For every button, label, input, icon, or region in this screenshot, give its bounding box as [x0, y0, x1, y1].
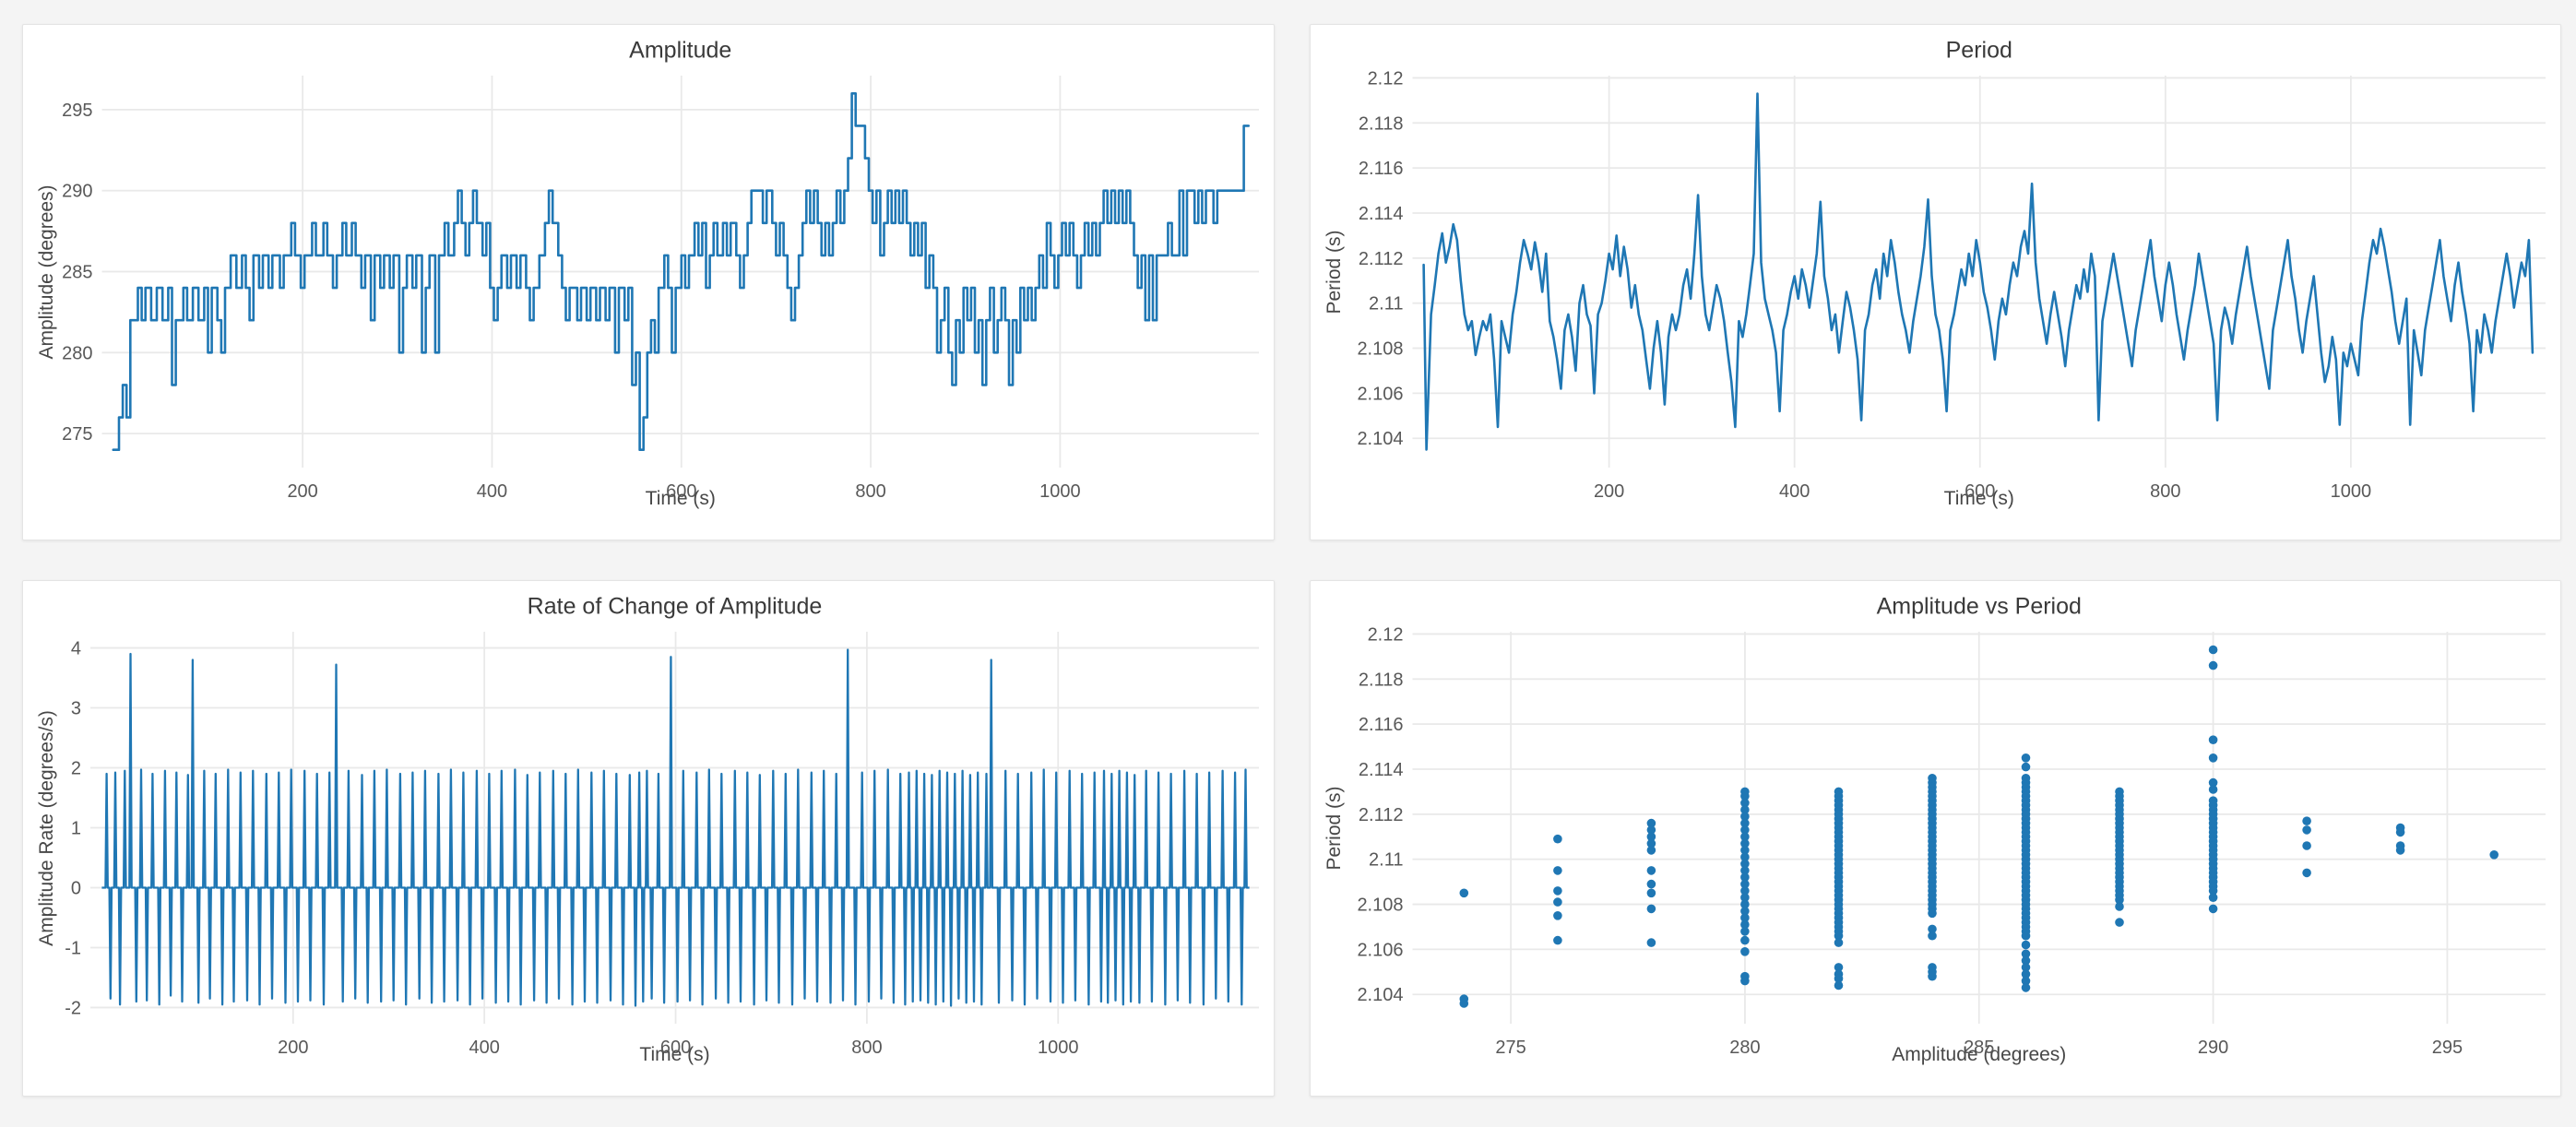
- svg-text:280: 280: [62, 343, 92, 363]
- amplitude-vs-period-xaxis-label: Amplitude (degrees): [1892, 1044, 2067, 1065]
- period-chart-title: Period: [1945, 37, 2012, 64]
- chart-card-period: Period Time (s) Period (s) 2.104 2.106 2.1…: [1310, 24, 2561, 540]
- svg-text:285: 285: [62, 263, 92, 283]
- svg-text:2.116: 2.116: [1359, 159, 1404, 179]
- amplitude-vs-period-chart-title: Amplitude vs Period: [1876, 593, 2082, 620]
- amplitude-rate-xaxis-label: Time (s): [639, 1044, 710, 1065]
- period-xaxis-label: Time (s): [1943, 488, 2014, 509]
- svg-text:1000: 1000: [2331, 481, 2372, 502]
- svg-text:2.112: 2.112: [1359, 249, 1404, 269]
- svg-text:400: 400: [1779, 481, 1810, 502]
- chart-card-amplitude-vs-period: Amplitude vs Period Amplitude (degrees) …: [1310, 580, 2561, 1097]
- svg-text:2: 2: [71, 759, 81, 779]
- chart-card-amplitude-rate: Rate of Change of Amplitude Time (s) Amp…: [22, 580, 1275, 1097]
- svg-text:3: 3: [71, 699, 81, 719]
- svg-text:2.112: 2.112: [1359, 805, 1404, 825]
- svg-text:2.108: 2.108: [1357, 896, 1403, 916]
- svg-text:2.12: 2.12: [1368, 68, 1404, 89]
- svg-text:2.116: 2.116: [1359, 715, 1404, 735]
- svg-text:2.108: 2.108: [1357, 339, 1403, 360]
- svg-text:2.114: 2.114: [1359, 204, 1404, 224]
- svg-text:290: 290: [2198, 1038, 2228, 1058]
- svg-text:400: 400: [469, 1038, 499, 1058]
- svg-text:290: 290: [62, 182, 92, 202]
- amplitude-data-line: [112, 92, 1250, 451]
- svg-text:2.104: 2.104: [1357, 985, 1403, 1005]
- svg-text:285: 285: [1964, 1038, 1994, 1058]
- amplitude-vs-period-scatter-plot: 2.104 2.106 2.108 2.11 2.112 2.114 2.116 2.118 2…: [1311, 581, 2560, 1096]
- svg-text:400: 400: [477, 481, 507, 502]
- svg-text:2.104: 2.104: [1357, 429, 1403, 449]
- svg-text:-1: -1: [65, 938, 81, 958]
- svg-text:0: 0: [71, 878, 81, 898]
- svg-text:1000: 1000: [1039, 481, 1081, 502]
- svg-text:4: 4: [71, 639, 81, 659]
- svg-text:600: 600: [1965, 481, 1995, 502]
- amplitude-chart-title: Amplitude: [629, 37, 732, 64]
- svg-text:275: 275: [1495, 1038, 1525, 1058]
- svg-text:2.118: 2.118: [1359, 113, 1404, 134]
- svg-text:2.11: 2.11: [1369, 850, 1403, 871]
- period-line-plot: 2.104 2.106 2.108 2.11 2.112 2.114 2.116 2.118 2…: [1311, 25, 2560, 540]
- svg-text:200: 200: [278, 1038, 308, 1058]
- svg-text:2.106: 2.106: [1357, 384, 1403, 404]
- svg-text:2.12: 2.12: [1368, 624, 1404, 645]
- chart-card-amplitude: Amplitude Time (s) Amplitude (degrees) 2…: [22, 24, 1275, 540]
- svg-text:200: 200: [287, 481, 317, 502]
- amplitude-xaxis-label: Time (s): [645, 488, 716, 509]
- svg-text:200: 200: [1594, 481, 1624, 502]
- svg-text:-2: -2: [65, 998, 81, 1018]
- svg-text:280: 280: [1729, 1038, 1760, 1058]
- svg-text:1: 1: [71, 819, 81, 839]
- amplitude-rate-chart-title: Rate of Change of Amplitude: [527, 593, 823, 620]
- rate-data-line: [101, 648, 1250, 1007]
- period-data-line: [1422, 92, 2534, 451]
- svg-text:1000: 1000: [1038, 1038, 1079, 1058]
- svg-text:275: 275: [62, 424, 92, 445]
- svg-text:600: 600: [660, 1038, 691, 1058]
- amplitude-rate-plot: -2 -1 0 1 2 3 4 200 400 600 800 1000: [23, 581, 1274, 1096]
- svg-text:800: 800: [851, 1038, 882, 1058]
- svg-text:800: 800: [2150, 481, 2180, 502]
- svg-text:2.11: 2.11: [1369, 294, 1403, 314]
- svg-text:295: 295: [62, 101, 92, 121]
- svg-text:800: 800: [855, 481, 885, 502]
- svg-text:600: 600: [666, 481, 696, 502]
- svg-text:2.106: 2.106: [1357, 940, 1403, 960]
- svg-text:2.118: 2.118: [1359, 670, 1404, 690]
- amp_vs_period-data-points: [1459, 645, 2499, 1008]
- amplitude-line-plot: 275 280 285 290 295 200 400 600 800 1000: [23, 25, 1274, 540]
- svg-text:295: 295: [2432, 1038, 2463, 1058]
- svg-text:2.114: 2.114: [1359, 760, 1404, 780]
